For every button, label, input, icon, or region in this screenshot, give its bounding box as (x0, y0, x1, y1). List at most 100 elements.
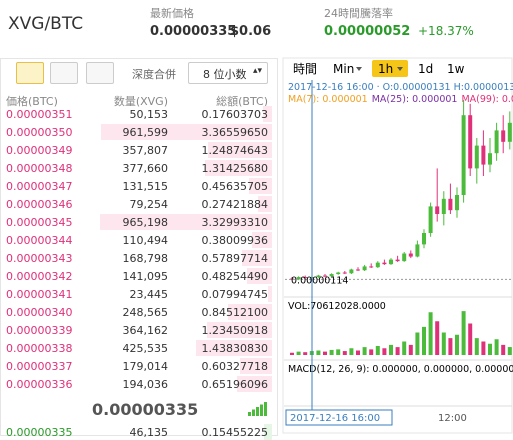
ma-legend: MA(99): 0.000001 (461, 94, 513, 105)
view-bids[interactable] (50, 62, 78, 84)
volume-bar (382, 348, 387, 355)
dropdown-arrow (356, 67, 362, 71)
interval-button[interactable] (327, 60, 367, 77)
candle-body (448, 198, 453, 211)
total: 0.38009936 (201, 234, 268, 247)
total: 0.48254490 (201, 270, 268, 283)
candle-body (382, 262, 387, 265)
view-asks[interactable] (86, 62, 114, 84)
interval-button[interactable] (413, 60, 437, 77)
volume-bar (342, 351, 347, 355)
total: 1.43830830 (201, 342, 268, 355)
total: 0.84512100 (201, 306, 268, 319)
volume-bar (461, 311, 466, 355)
change-pct: +18.37% (418, 24, 474, 38)
quantity: 168,798 (122, 252, 169, 265)
volume-bar (303, 352, 308, 355)
volume-bar (369, 349, 374, 355)
depth-bar (248, 178, 272, 194)
price: 0.00000335 (150, 24, 237, 39)
interval-button[interactable] (372, 60, 408, 77)
depth-bar (100, 124, 272, 140)
candle-body (356, 269, 360, 271)
candle-body (422, 233, 426, 245)
quantity: 425,535 (122, 342, 169, 355)
quantity: 357,807 (122, 144, 169, 157)
total: 3.36559650 (201, 126, 268, 139)
candle-body (336, 272, 341, 275)
candle-body (362, 266, 367, 271)
candle-body (402, 253, 407, 262)
price: 0.00000336 (6, 378, 73, 391)
depth-bar (267, 286, 272, 302)
candle-body (342, 272, 347, 274)
candle-body (468, 115, 473, 169)
price: 0.00000350 (6, 126, 73, 139)
volume-bar (362, 347, 367, 355)
quantity: 179,014 (122, 360, 169, 373)
volume-bar (349, 348, 354, 355)
price: 0.00000346 (6, 198, 73, 211)
depth-bar (257, 196, 272, 212)
ma-legend: MA(25): 0.000001 (372, 94, 458, 105)
volume-bar (329, 349, 334, 355)
quantity: 131,515 (122, 180, 169, 193)
volume-bar (402, 341, 407, 355)
candle-body (389, 259, 393, 265)
volume-bar (435, 321, 440, 355)
candle-body (501, 130, 506, 142)
depth-bar (207, 322, 272, 338)
price: 0.00000345 (6, 216, 73, 229)
depth-bar (240, 358, 272, 374)
volume-bar (501, 344, 506, 355)
price: 0.00000348 (6, 162, 73, 175)
interval-button[interactable] (288, 60, 322, 77)
interval-button[interactable] (442, 60, 468, 77)
interval-label: 1d (418, 62, 433, 76)
volume-bar (441, 332, 446, 355)
candle-body (461, 115, 466, 195)
decimals-select[interactable]: 8 位小数 ▴▾ (188, 62, 268, 84)
quantity: 965,198 (122, 216, 169, 229)
volume-bar (474, 338, 479, 355)
ohlc-info: 2017-12-16 16:00 · O:0.00000131 H:0.0000… (288, 82, 513, 93)
depth-bar (263, 106, 272, 122)
depth-bar (246, 268, 272, 284)
volume-bar (408, 344, 413, 355)
volume-bar (375, 346, 380, 355)
candle-body (494, 130, 499, 154)
depth-bar (204, 160, 272, 176)
column-header: 価格(BTC) (6, 95, 58, 108)
candle-body (369, 266, 374, 268)
depth-bar (237, 376, 272, 392)
price: 0.00000340 (6, 306, 73, 319)
total: 0.07994745 (201, 288, 268, 301)
macd-label: MACD(12, 26, 9): 0.000000, 0.000000, 0.0… (288, 364, 513, 375)
depth-bar (241, 250, 272, 266)
quantity: 194,036 (122, 378, 169, 391)
volume-bar (356, 350, 360, 355)
chart-frame (282, 57, 513, 434)
volume-bar (455, 334, 459, 355)
quantity: 110,494 (122, 234, 169, 247)
view-both[interactable] (16, 62, 44, 84)
last-price: 0.00000335 (92, 400, 199, 419)
depth-bar (100, 214, 272, 230)
total: 0.17603703 (201, 108, 268, 121)
volume-bar (316, 350, 321, 355)
depth-bar (252, 232, 272, 248)
price: 0.00000335 (6, 426, 73, 439)
quantity: 46,135 (129, 426, 169, 439)
depth-bar (196, 340, 272, 356)
volume-bar (323, 351, 327, 355)
price: 0.00000344 (6, 234, 73, 247)
quantity: 364,162 (122, 324, 169, 337)
volume-bar (309, 351, 314, 355)
volume-bar (488, 343, 492, 355)
depth-bar (227, 304, 272, 320)
candle-body (441, 198, 446, 214)
candle-body (481, 145, 486, 165)
candle-body (474, 145, 479, 169)
volume-bar (290, 352, 294, 355)
